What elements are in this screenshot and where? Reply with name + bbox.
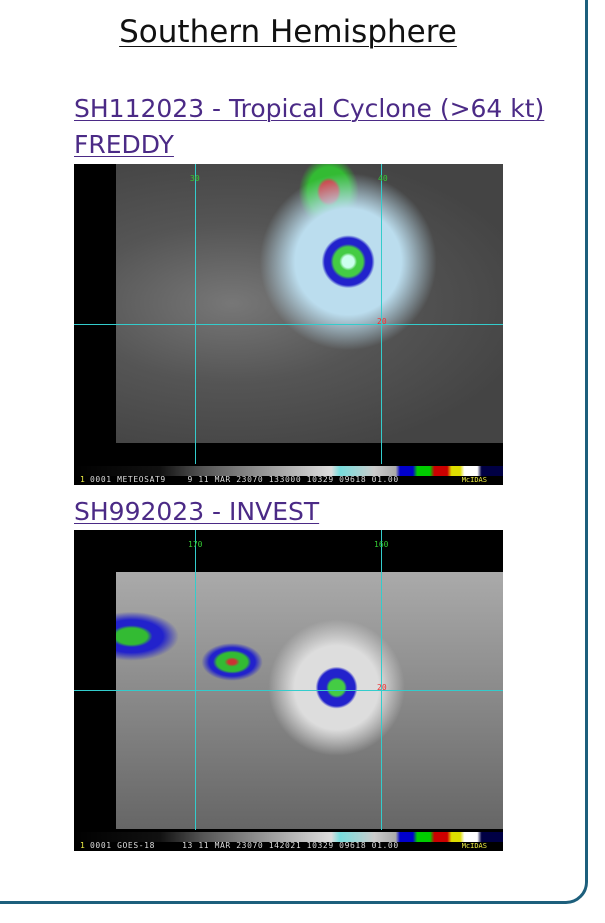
color-scale-bar xyxy=(74,466,503,476)
latitude-label: 20 xyxy=(377,317,387,326)
satellite-image-freddy[interactable]: 30 40 20 1 0001 METEOSAT9 9 11 MAR 23070… xyxy=(74,164,503,485)
image-caption: 0001 METEOSAT9 9 11 MAR 23070 133000 103… xyxy=(90,475,399,484)
color-scale-bar xyxy=(74,832,503,842)
frame-number: 1 xyxy=(80,841,86,850)
grid-line xyxy=(381,164,382,464)
grid-line xyxy=(195,164,196,464)
grid-line xyxy=(381,530,382,830)
satellite-image-invest[interactable]: 170 160 20 1 0001 GOES-18 13 11 MAR 2307… xyxy=(74,530,503,851)
longitude-label: 40 xyxy=(378,174,388,183)
mcidas-logo: McIDAS xyxy=(461,476,487,484)
longitude-label: 160 xyxy=(374,540,389,549)
storm-link-freddy[interactable]: SH112023 - Tropical Cyclone (>64 kt) FRE… xyxy=(74,94,545,159)
longitude-label: 170 xyxy=(188,540,203,549)
image-caption: 0001 GOES-18 13 11 MAR 23070 142021 1032… xyxy=(90,841,399,850)
grid-line xyxy=(74,690,503,691)
satellite-imagery xyxy=(116,164,503,443)
longitude-label: 30 xyxy=(190,174,200,183)
storm-link-invest[interactable]: SH992023 - INVEST xyxy=(74,497,320,526)
section-title: Southern Hemisphere xyxy=(119,14,457,50)
content-card xyxy=(0,0,588,904)
grid-line xyxy=(74,324,503,325)
mcidas-logo: McIDAS xyxy=(461,842,487,850)
grid-line xyxy=(195,530,196,830)
latitude-label: 20 xyxy=(377,683,387,692)
satellite-imagery xyxy=(116,572,503,829)
frame-number: 1 xyxy=(80,475,86,484)
